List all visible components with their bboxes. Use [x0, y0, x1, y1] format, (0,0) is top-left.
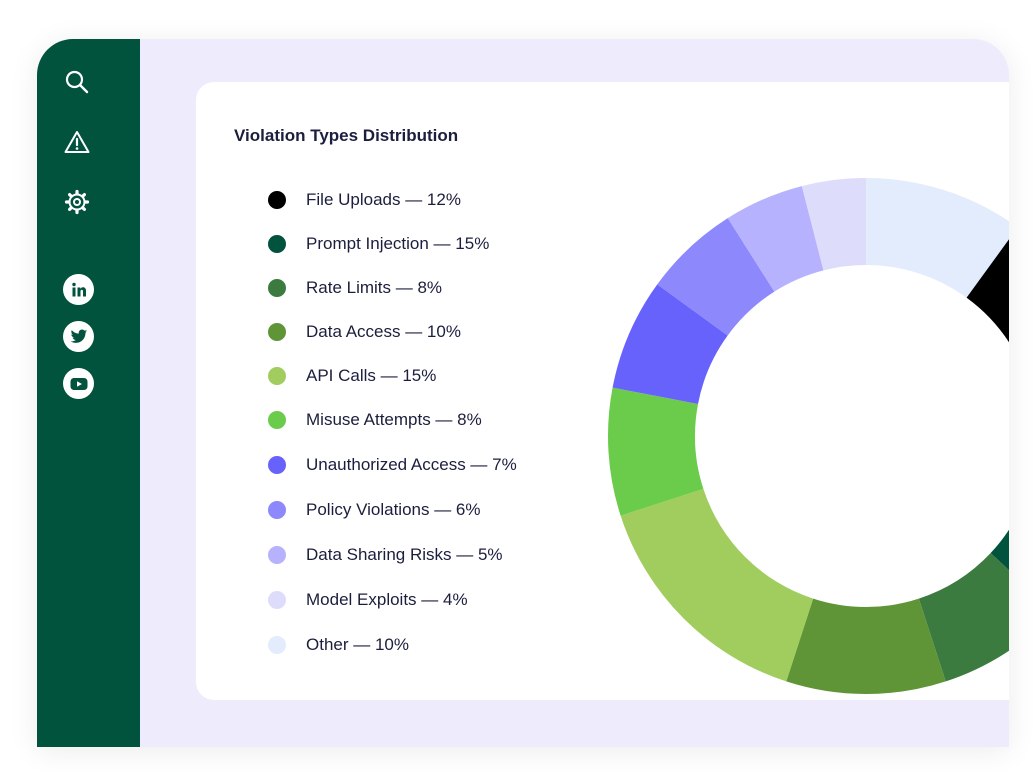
legend-item: File Uploads — 12%: [268, 189, 461, 211]
donut-slice: [918, 553, 1009, 682]
alert-icon[interactable]: [63, 128, 91, 156]
legend-swatch: [268, 191, 286, 209]
sidebar: [37, 39, 140, 747]
legend-label: Data Sharing Risks — 5%: [306, 545, 503, 564]
donut-slice: [786, 598, 946, 695]
legend-item: API Calls — 15%: [268, 365, 436, 387]
donut-slice: [966, 239, 1009, 343]
legend-label: Unauthorized Access — 7%: [306, 455, 517, 474]
legend-swatch: [268, 456, 286, 474]
legend-label: Rate Limits — 8%: [306, 278, 443, 297]
legend-swatch: [268, 501, 286, 519]
donut-slice: [620, 488, 814, 682]
legend-label: Model Exploits — 4%: [306, 590, 468, 609]
legend-item: Data Access — 10%: [268, 321, 461, 343]
legend-label: Other — 10%: [306, 635, 409, 654]
chart-title: Violation Types Distribution: [234, 126, 459, 145]
donut-slice: [801, 178, 866, 271]
donut-slice: [608, 387, 704, 516]
app-frame: Violation Types Distribution File Upload…: [37, 39, 1009, 747]
legend-label: Misuse Attempts — 8%: [306, 410, 482, 429]
donut-slice: [990, 529, 1009, 571]
legend-item: Other — 10%: [268, 634, 409, 656]
donut-slice: [657, 218, 775, 336]
legend-item: Model Exploits — 4%: [268, 589, 468, 611]
legend-item: Prompt Injection — 15%: [268, 233, 489, 255]
legend-swatch: [268, 235, 286, 253]
legend-item: Rate Limits — 8%: [268, 277, 442, 299]
legend-swatch: [268, 546, 286, 564]
legend-item: Policy Violations — 6%: [268, 499, 481, 521]
legend-label: Policy Violations — 6%: [306, 500, 481, 519]
twitter-icon[interactable]: [63, 321, 94, 352]
search-icon[interactable]: [63, 68, 91, 96]
linkedin-icon[interactable]: [63, 274, 94, 305]
donut-slice: [612, 284, 728, 404]
chart-card: Violation Types Distribution File Upload…: [196, 82, 1009, 700]
legend-item: Misuse Attempts — 8%: [268, 409, 482, 431]
donut-chart: [608, 178, 1009, 695]
gear-icon[interactable]: [63, 188, 91, 216]
youtube-icon[interactable]: [63, 368, 94, 399]
legend-label: Prompt Injection — 15%: [306, 234, 490, 253]
legend-label: Data Access — 10%: [306, 322, 461, 341]
legend-swatch: [268, 367, 286, 385]
legend-label: API Calls — 15%: [306, 366, 437, 385]
legend-swatch: [268, 411, 286, 429]
donut-slice: [727, 186, 824, 292]
legend-swatch: [268, 636, 286, 654]
legend-item: Unauthorized Access — 7%: [268, 454, 517, 476]
legend-label: File Uploads — 12%: [306, 190, 461, 209]
legend-swatch: [268, 279, 286, 297]
legend-item: Data Sharing Risks — 5%: [268, 544, 503, 566]
legend-swatch: [268, 323, 286, 341]
legend-swatch: [268, 591, 286, 609]
donut-slice: [866, 178, 1009, 298]
